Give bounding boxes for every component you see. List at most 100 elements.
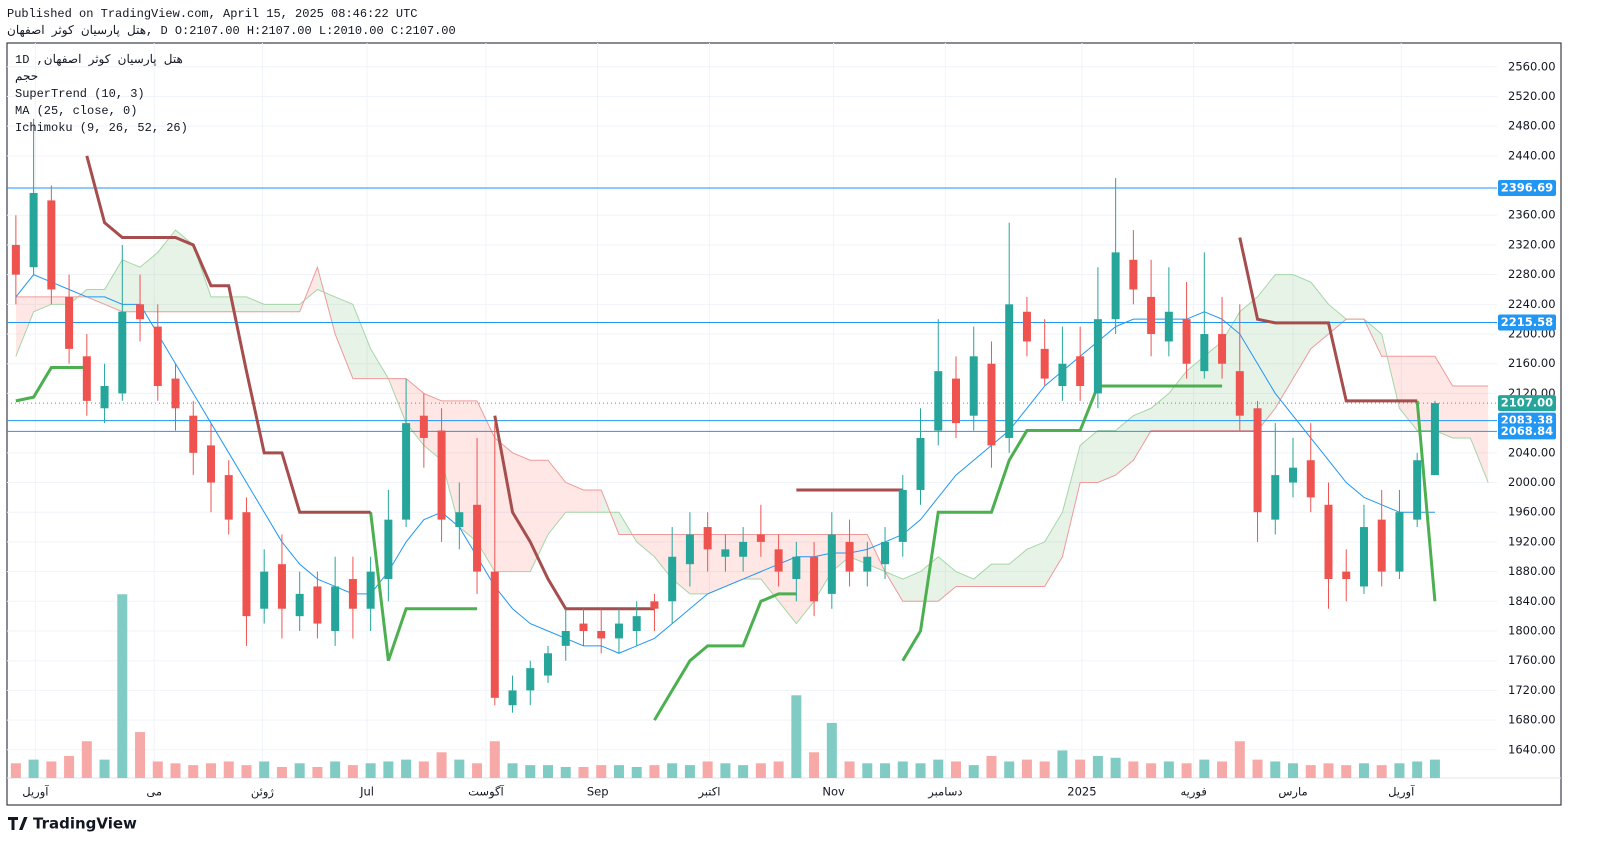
cloud-fill <box>902 571 921 602</box>
cloud-fill <box>477 400 495 572</box>
candle-body <box>1377 519 1386 572</box>
volume-bar <box>1181 763 1192 778</box>
cloud-fill <box>1257 274 1276 431</box>
volume-bar <box>64 755 75 778</box>
volume-bar <box>152 761 163 778</box>
candle-body <box>1218 334 1227 364</box>
cloud-fill <box>1044 512 1063 587</box>
volume-bar <box>259 761 270 778</box>
volume-bar <box>489 741 500 778</box>
x-tick-label: دسامبر <box>927 785 962 800</box>
candle-body <box>1182 319 1191 364</box>
cloud-fill <box>1452 386 1471 438</box>
x-tick-label: Jul <box>359 785 374 799</box>
candle-body <box>136 304 145 320</box>
cloud-fill <box>459 400 478 542</box>
candle-body <box>118 311 127 394</box>
candle-body <box>295 593 304 617</box>
candle-body <box>11 244 20 275</box>
volume-bar <box>205 763 216 778</box>
candle-body <box>916 437 925 490</box>
cloud-fill <box>991 564 1010 587</box>
candle-body <box>348 579 357 609</box>
volume-bar <box>1376 765 1387 778</box>
volume-bar <box>28 759 39 778</box>
candle-body <box>189 415 198 453</box>
cloud-fill <box>1399 356 1418 431</box>
volume-bar <box>738 765 749 778</box>
cloud-fill <box>1293 274 1311 379</box>
cloud-fill <box>1275 274 1294 409</box>
candle-body <box>1076 356 1085 386</box>
volume-bar <box>383 761 394 778</box>
cloud-fill <box>672 534 690 594</box>
volume-bar <box>294 763 305 778</box>
cloud-fill <box>849 534 868 565</box>
candle-body <box>1093 319 1102 394</box>
price-badge <box>1498 423 1556 440</box>
candle-body <box>171 378 180 409</box>
volume-bar <box>1394 763 1405 778</box>
cloud-fill <box>1097 430 1116 483</box>
candle-body <box>1111 252 1120 320</box>
cloud-fill <box>1009 549 1027 587</box>
volume-bar <box>667 763 678 778</box>
cloud-span-b <box>15 265 1489 602</box>
candle-body <box>703 527 712 550</box>
volume-bar <box>1234 741 1245 778</box>
volume-bar <box>135 732 146 778</box>
price-badge-label: 2068.84 <box>1501 424 1553 438</box>
supertrend-up <box>15 365 1437 721</box>
y-tick-label: 2560.00 <box>1508 59 1556 73</box>
volume-bar <box>968 765 979 778</box>
candle-body <box>366 571 375 609</box>
candle-body <box>1022 311 1031 342</box>
cloud-fill <box>175 230 194 312</box>
header-symbol: ناهفصا رثوک نایسراپ لته, D O:2107.00 H:2… <box>7 24 456 38</box>
cloud-fill <box>1470 386 1489 483</box>
candle-body <box>1200 334 1209 372</box>
cloud-fill <box>778 534 797 624</box>
y-tick-label: 2160.00 <box>1508 356 1556 370</box>
volume-bar <box>330 761 341 778</box>
candle-body <box>437 430 446 520</box>
x-tick-label: فوریه <box>1180 785 1206 800</box>
volume-bar <box>347 765 358 778</box>
cloud-fill <box>814 534 832 602</box>
candle-body <box>561 631 570 646</box>
volume-bar <box>1270 761 1281 778</box>
cloud-fill <box>654 534 673 580</box>
volume-bar <box>1305 765 1316 778</box>
y-tick-label: 2480.00 <box>1508 119 1556 133</box>
price-badge-label: 2215.58 <box>1501 315 1553 329</box>
candle-body <box>331 586 340 631</box>
candle-body <box>632 616 641 631</box>
candle-body <box>544 653 553 676</box>
y-tick-label: 1880.00 <box>1508 564 1556 578</box>
cloud-fill <box>1239 296 1258 431</box>
legend-entry: SuperTrend (10, 3) <box>15 87 145 101</box>
cloud-fill <box>210 296 229 312</box>
candle-body <box>1129 259 1138 290</box>
candle-body <box>419 415 428 438</box>
y-tick-label: 1680.00 <box>1508 713 1556 727</box>
supertrend-down <box>85 155 1418 611</box>
volume-bar <box>720 763 731 778</box>
candle-body <box>934 371 943 431</box>
cloud-fill <box>1080 430 1098 483</box>
candle-body <box>863 556 872 572</box>
candle-body <box>810 556 819 602</box>
cloud-fill <box>1133 408 1152 461</box>
candle-body <box>490 571 499 698</box>
cloud-fill <box>1151 393 1169 431</box>
y-tick-label: 2440.00 <box>1508 148 1556 162</box>
volume-bar <box>507 763 518 778</box>
y-tick-label: 2000.00 <box>1508 475 1556 489</box>
volume-bar <box>1323 763 1334 778</box>
cloud-fill <box>973 564 992 587</box>
volume-bar <box>684 765 695 778</box>
cloud-span-a <box>15 229 1489 625</box>
candle-body <box>685 534 694 565</box>
candle-body <box>1430 403 1439 476</box>
